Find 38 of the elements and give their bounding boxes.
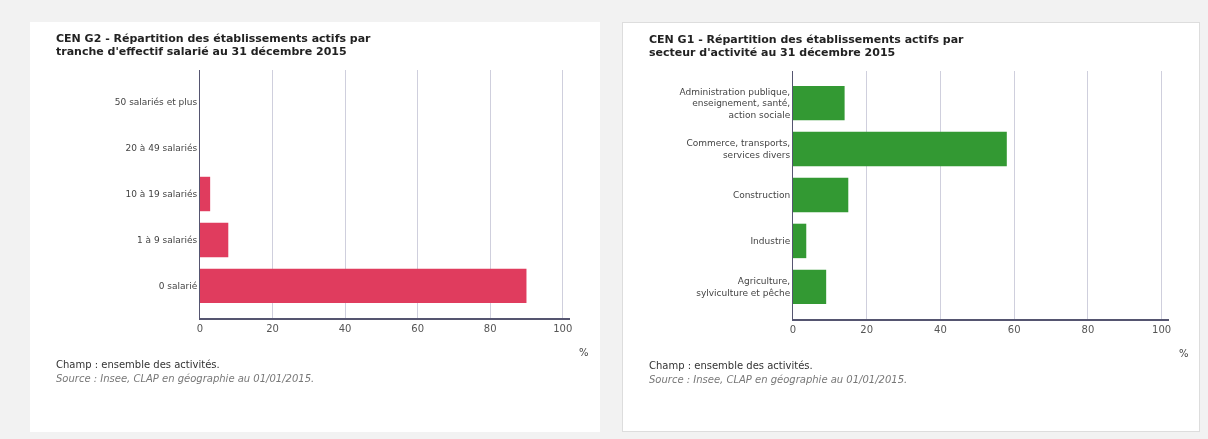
source-note: Source : Insee, CLAP en géographie au 01/01/2015. bbox=[649, 373, 909, 387]
x-tick-label: 80 bbox=[483, 323, 497, 334]
x-axis-title: % bbox=[1179, 348, 1189, 359]
x-tick-label: 40 bbox=[338, 323, 352, 334]
x-tick-label: 40 bbox=[934, 324, 947, 335]
bar bbox=[793, 131, 1007, 167]
y-tick-label: Administration publique, enseignement, santé, action sociale bbox=[679, 86, 791, 120]
chart-title: CEN G1 - Répartition des établissements actifs par secteur d'activité au 31 décembre 2015 bbox=[649, 33, 965, 59]
text: Champ : ensemble des activités. bbox=[56, 358, 221, 372]
bar bbox=[200, 268, 527, 304]
bar bbox=[793, 177, 849, 213]
x-tick-label: 0 bbox=[789, 324, 797, 335]
chart-title: CEN G2 - Répartition des établissements actifs par tranche d'effectif salarié au 31 décembre 2015 bbox=[56, 32, 372, 58]
text: Champ : ensemble des activités. bbox=[649, 359, 814, 373]
bar bbox=[793, 269, 827, 305]
x-tick-label: 60 bbox=[411, 323, 425, 334]
bar bbox=[200, 176, 211, 212]
x-tick-label: 100 bbox=[553, 323, 573, 334]
y-tick-label: 0 salarié bbox=[158, 281, 198, 291]
y-tick-label: Agriculture, sylviculture et pêche bbox=[696, 276, 791, 298]
x-tick-label: 80 bbox=[1081, 324, 1095, 335]
y-tick-label: 20 à 49 salariés bbox=[125, 143, 198, 154]
y-tick-label: 50 salariés et plus bbox=[114, 97, 198, 108]
y-tick-label: Industrie bbox=[750, 236, 791, 247]
x-tick-label: 0 bbox=[196, 323, 204, 334]
y-tick-label: Construction bbox=[732, 190, 791, 201]
bar bbox=[200, 222, 229, 258]
source-note: Source : Insee, CLAP en géographie au 01/01/2015. bbox=[56, 372, 316, 386]
x-axis-title: % bbox=[579, 347, 589, 358]
x-tick-label: 100 bbox=[1152, 324, 1172, 335]
y-tick-label: Commerce, transports, services divers bbox=[686, 138, 791, 161]
y-tick-label: 10 à 19 salariés bbox=[125, 189, 198, 200]
x-tick-label: 60 bbox=[1007, 324, 1021, 335]
x-tick-label: 20 bbox=[266, 323, 279, 334]
y-tick-label: 1 à 9 salariés bbox=[137, 235, 198, 246]
x-tick-label: 20 bbox=[860, 324, 874, 335]
bar bbox=[793, 223, 807, 259]
bar bbox=[793, 85, 845, 121]
